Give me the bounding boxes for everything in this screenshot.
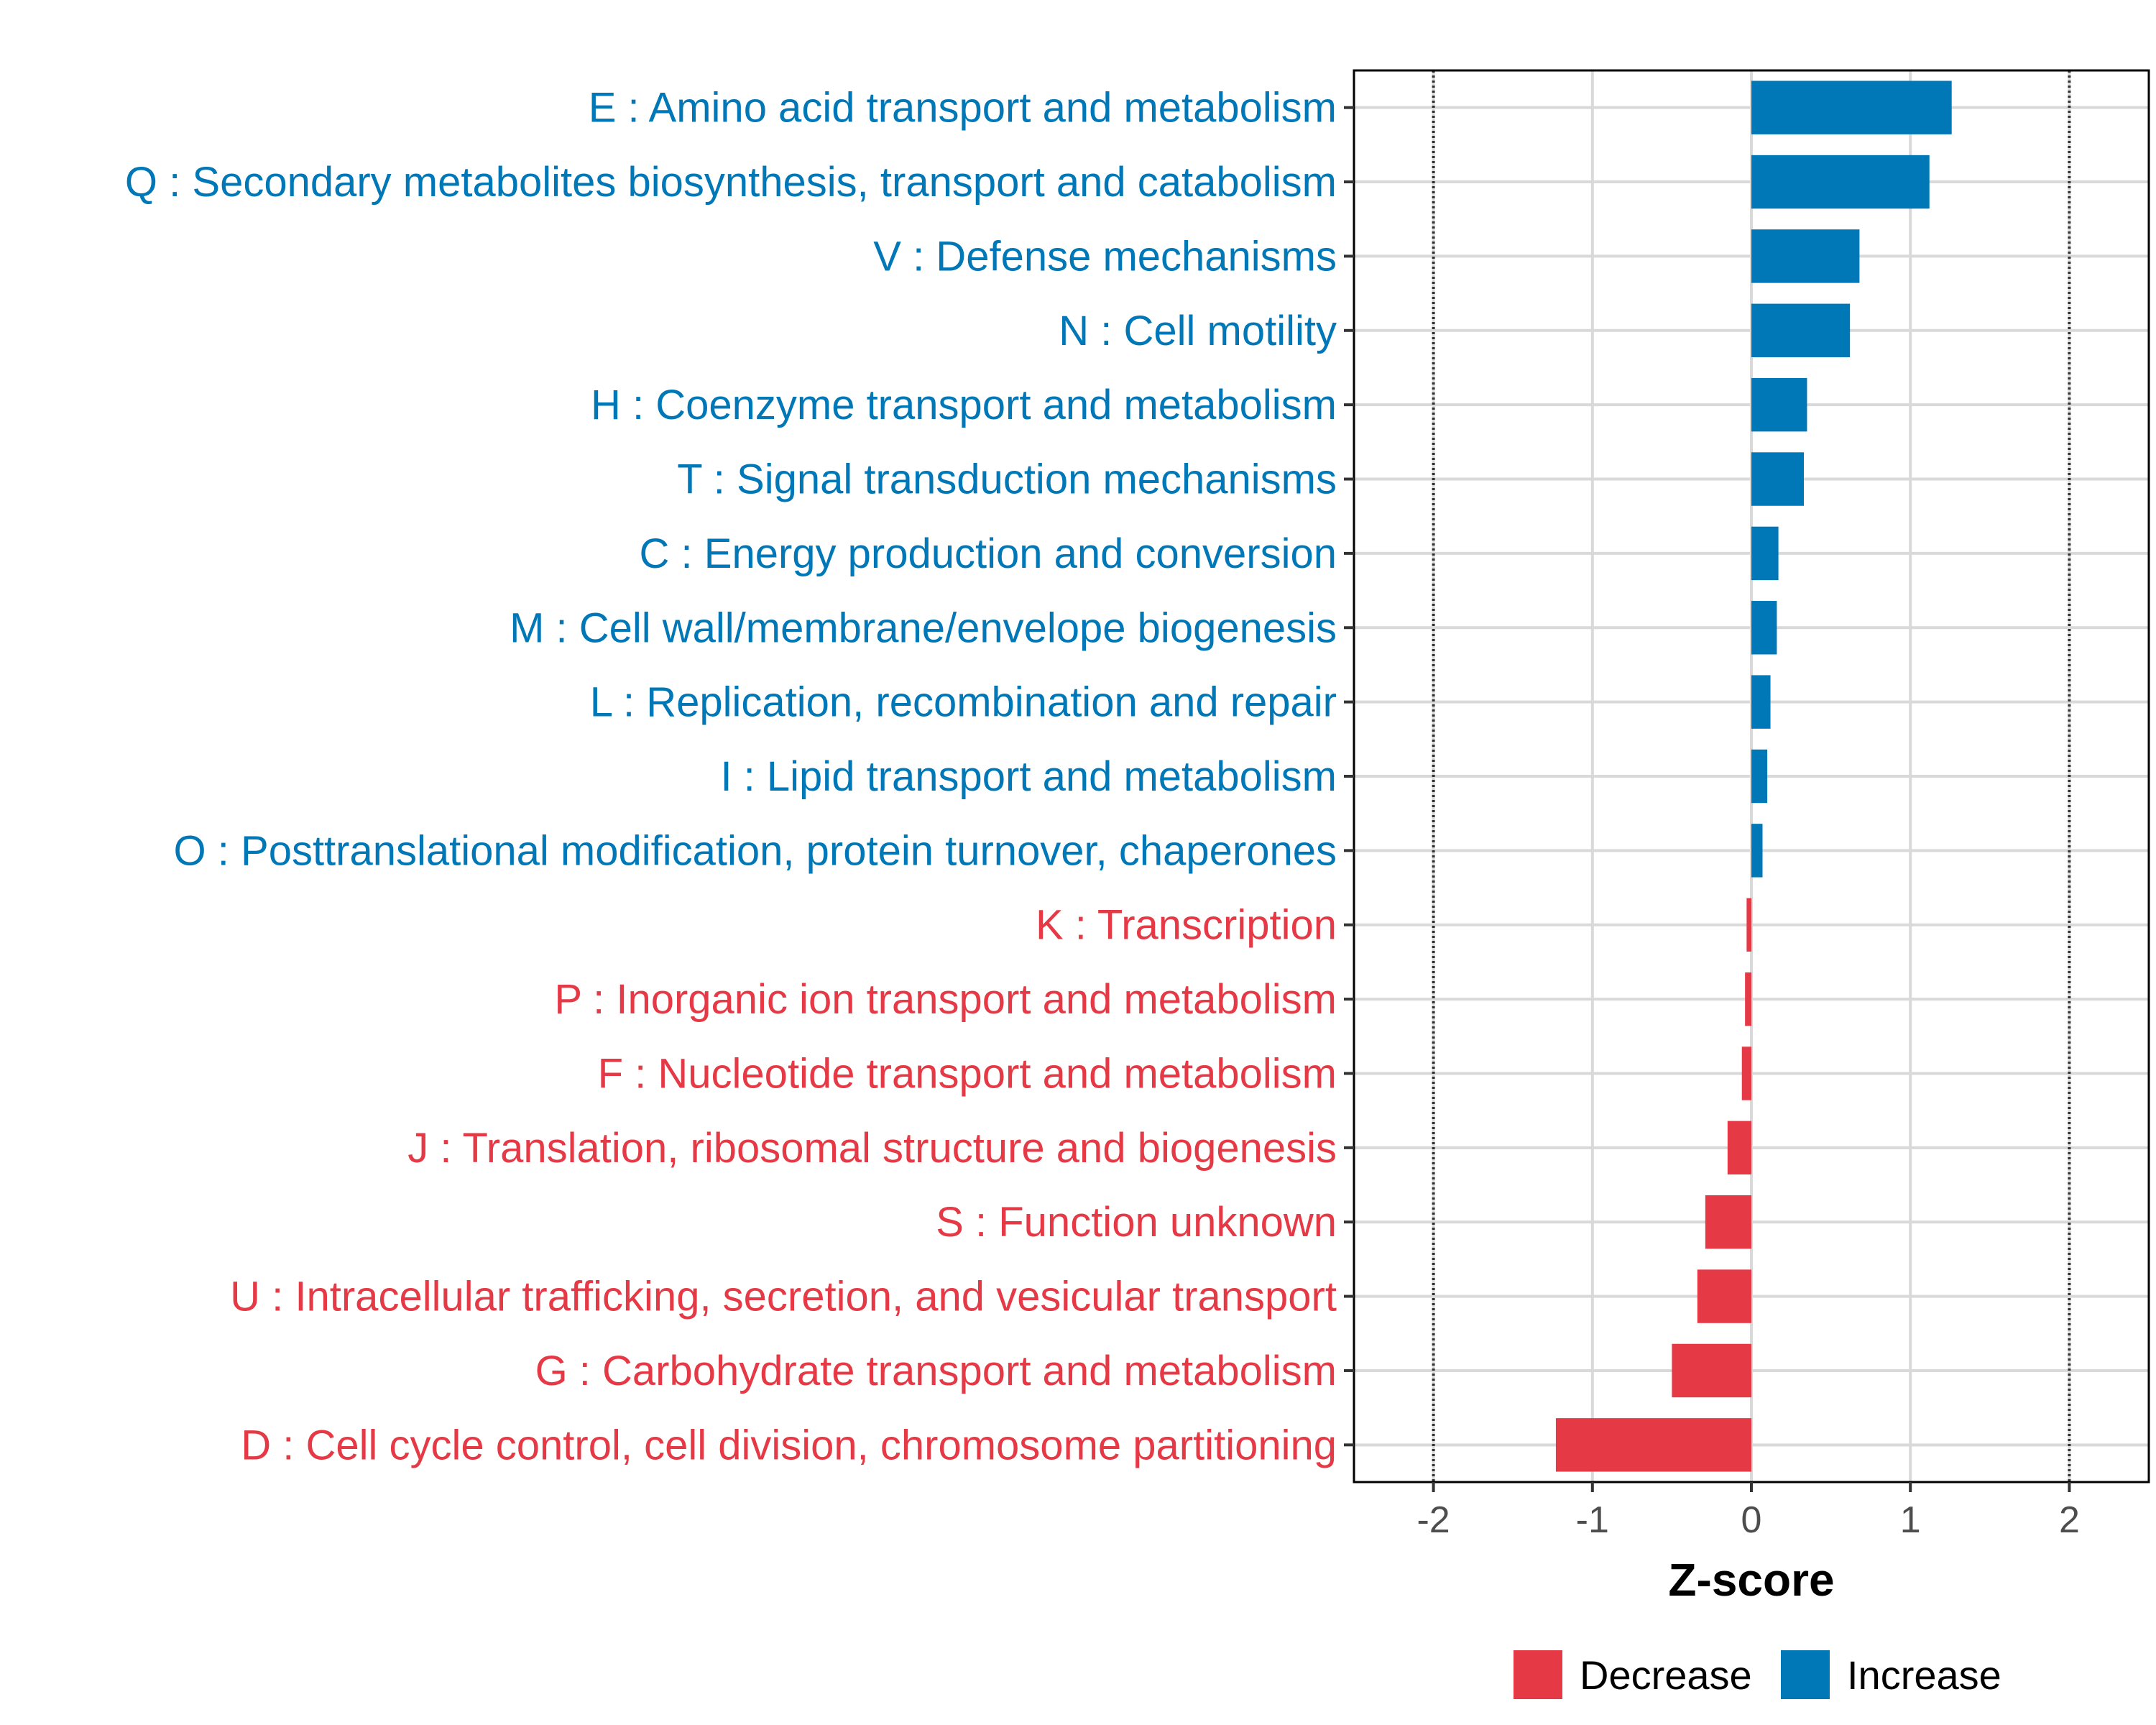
- bar-k: [1746, 898, 1751, 952]
- legend-label-decrease: Decrease: [1580, 1652, 1752, 1698]
- category-label: D : Cell cycle control, cell division, c…: [241, 1422, 1337, 1468]
- legend-swatch-decrease: [1514, 1650, 1562, 1699]
- bar-d: [1555, 1418, 1751, 1472]
- bar-s: [1705, 1195, 1751, 1249]
- bar-j: [1727, 1121, 1751, 1175]
- category-label: V : Defense mechanisms: [873, 233, 1337, 280]
- category-label: Q : Secondary metabolites biosynthesis, …: [125, 159, 1337, 206]
- x-tick-label: 2: [2059, 1499, 2080, 1541]
- bar-o: [1751, 824, 1763, 878]
- category-label: C : Energy production and conversion: [640, 530, 1337, 577]
- reference-lines: [1432, 70, 2071, 1482]
- category-label: H : Coenzyme transport and metabolism: [591, 382, 1337, 428]
- bars: [1555, 80, 1952, 1472]
- bar-g: [1672, 1343, 1751, 1398]
- category-label: J : Translation, ribosomal structure and…: [407, 1125, 1337, 1172]
- bar-i: [1751, 749, 1768, 804]
- legend-swatch-increase: [1781, 1650, 1830, 1699]
- y-axis-ticks: [1344, 106, 1354, 1447]
- bar-v: [1751, 229, 1860, 283]
- category-label: N : Cell motility: [1059, 308, 1337, 354]
- category-label: E : Amino acid transport and metabolism: [589, 85, 1337, 132]
- category-label: G : Carbohydrate transport and metabolis…: [535, 1348, 1337, 1394]
- bar-e: [1751, 80, 1952, 134]
- bar-m: [1751, 601, 1777, 655]
- category-label: M : Cell wall/membrane/envelope biogenes…: [510, 604, 1337, 651]
- legend-label-increase: Increase: [1847, 1652, 2001, 1698]
- category-label: O : Posttranslational modification, prot…: [174, 827, 1337, 874]
- bar-c: [1751, 526, 1779, 581]
- category-label: U : Intracellular trafficking, secretion…: [230, 1274, 1337, 1320]
- bar-h: [1751, 377, 1807, 432]
- bar-u: [1697, 1269, 1751, 1323]
- bar-n: [1751, 303, 1851, 358]
- x-tick-label: 0: [1741, 1499, 1762, 1541]
- x-tick-label: -2: [1416, 1499, 1450, 1541]
- bar-t: [1751, 452, 1804, 506]
- category-label: P : Inorganic ion transport and metaboli…: [554, 976, 1337, 1023]
- category-label: F : Nucleotide transport and metabolism: [598, 1050, 1337, 1097]
- x-tick-label: -1: [1576, 1499, 1609, 1541]
- bar-l: [1751, 675, 1771, 729]
- category-label: S : Function unknown: [936, 1199, 1337, 1246]
- x-axis-title: Z-score: [1668, 1554, 1834, 1606]
- category-label: L : Replication, recombination and repai…: [590, 679, 1337, 726]
- legend: Decrease Increase: [1514, 1650, 2001, 1699]
- category-label: I : Lipid transport and metabolism: [720, 753, 1337, 800]
- bar-p: [1745, 972, 1751, 1026]
- bar-q: [1751, 155, 1930, 209]
- x-axis-ticks: -2 -1 0 1 2: [1416, 1482, 2080, 1541]
- bar-f: [1741, 1046, 1751, 1100]
- x-tick-label: 1: [1900, 1499, 1921, 1541]
- category-label: K : Transcription: [1036, 902, 1337, 949]
- category-label: T : Signal transduction mechanisms: [677, 456, 1337, 503]
- y-axis-category-labels: E : Amino acid transport and metabolism Q…: [125, 85, 1337, 1469]
